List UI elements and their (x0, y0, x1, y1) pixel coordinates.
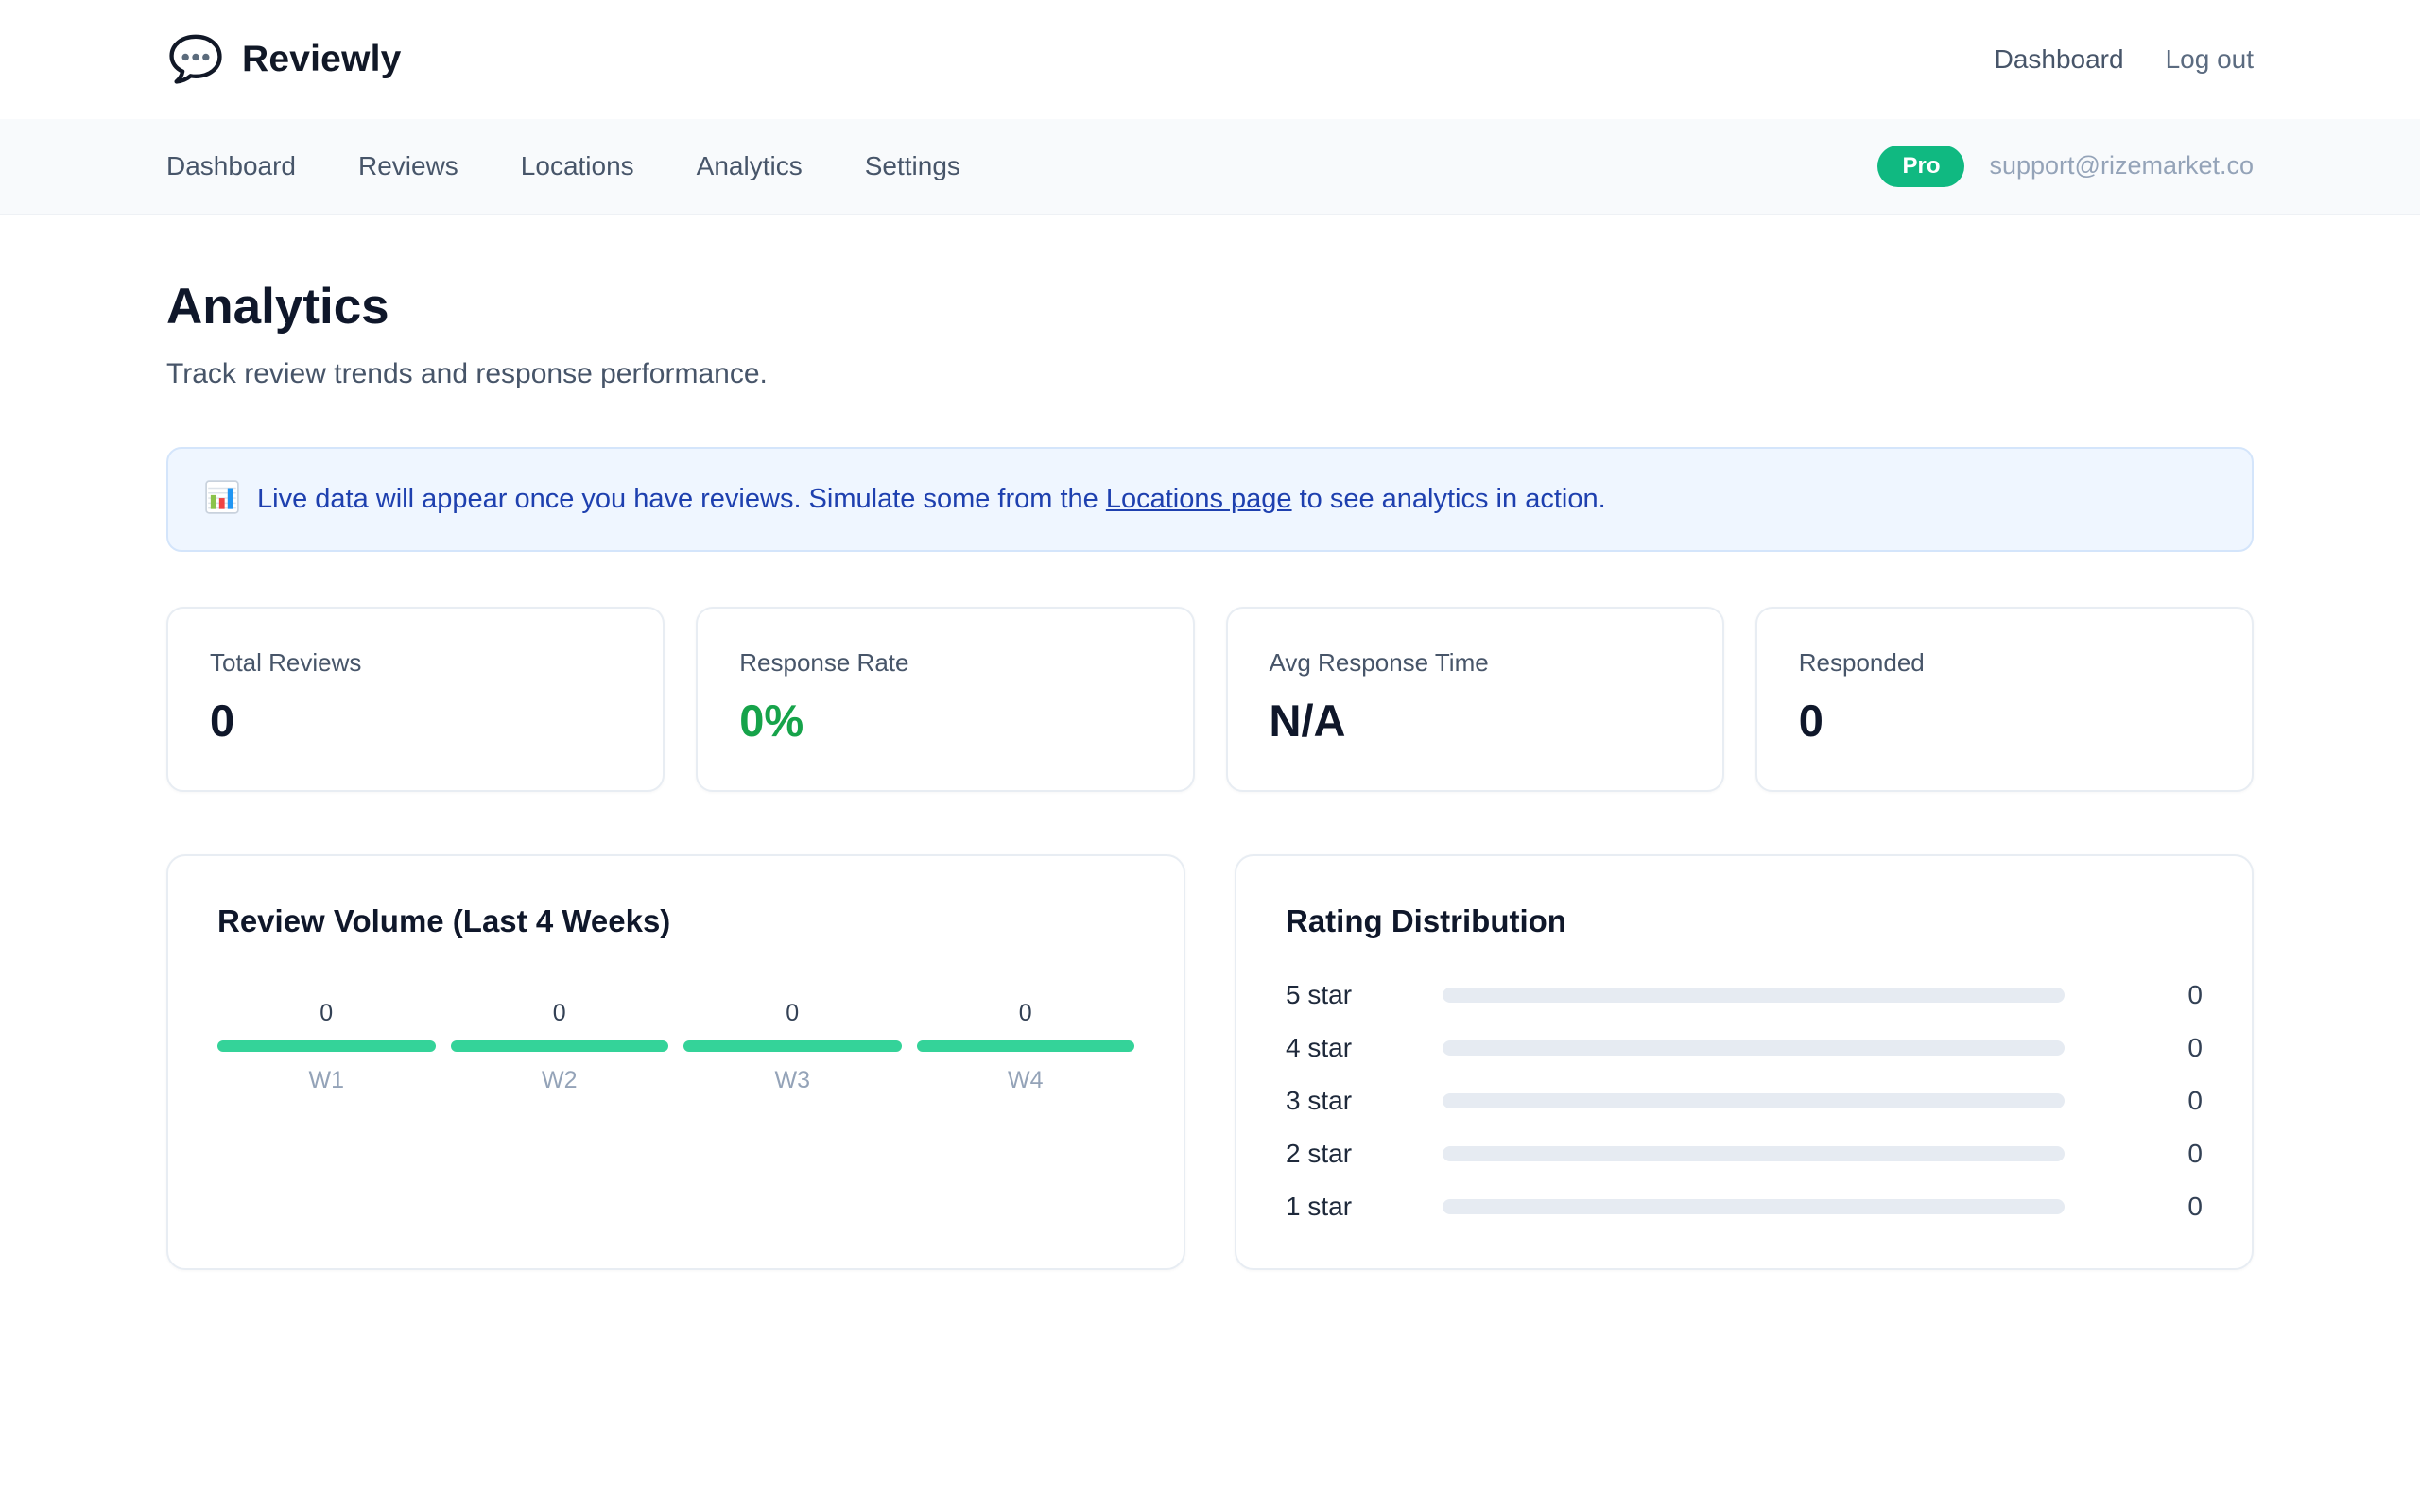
bar (917, 1040, 1135, 1052)
rating-count: 0 (2131, 1086, 2203, 1116)
volume-bar-w2: 0 W2 (451, 1000, 669, 1094)
chart-panels-row: Review Volume (Last 4 Weeks) 0 W1 0 W2 0… (166, 854, 2254, 1270)
speech-bubble-logo-icon (166, 33, 225, 86)
nav-items: Dashboard Reviews Locations Analytics Se… (166, 151, 960, 181)
nav-item-settings[interactable]: Settings (865, 151, 960, 181)
stat-label: Total Reviews (210, 648, 621, 678)
rating-count: 0 (2131, 1139, 2203, 1169)
header-links: Dashboard Log out (1995, 44, 2254, 75)
top-header: Reviewly Dashboard Log out (0, 0, 2420, 119)
nav-account-area: Pro support@rizemarket.co (1877, 146, 2254, 188)
stat-label: Responded (1799, 648, 2210, 678)
rating-rows: 5 star 0 4 star 0 3 star 0 2 star (1286, 981, 2203, 1221)
nav-item-dashboard[interactable]: Dashboard (166, 151, 296, 181)
bar (217, 1040, 436, 1052)
page-subtitle: Track review trends and response perform… (166, 358, 2254, 390)
stat-cards-row: Total Reviews 0 Response Rate 0% Avg Res… (166, 607, 2254, 792)
main-nav: Dashboard Reviews Locations Analytics Se… (0, 119, 2420, 215)
rating-bar-track (1443, 1093, 2065, 1108)
review-volume-chart: 0 W1 0 W2 0 W3 0 W4 (217, 1000, 1134, 1094)
rating-row-3-star: 3 star 0 (1286, 1087, 2203, 1115)
rating-label: 3 star (1286, 1086, 1409, 1116)
rating-row-4-star: 4 star 0 (1286, 1034, 2203, 1062)
rating-row-1-star: 1 star 0 (1286, 1193, 2203, 1221)
locations-page-link[interactable]: Locations page (1106, 484, 1292, 514)
volume-bar-w3: 0 W3 (683, 1000, 902, 1094)
stat-value: 0% (739, 695, 1150, 747)
bar-value: 0 (683, 1000, 902, 1027)
rating-bar-track (1443, 1040, 2065, 1056)
rating-label: 2 star (1286, 1139, 1409, 1169)
rating-distribution-panel: Rating Distribution 5 star 0 4 star 0 3 … (1235, 854, 2254, 1270)
stat-label: Avg Response Time (1270, 648, 1681, 678)
plan-badge: Pro (1877, 146, 1964, 188)
bar-label: W3 (683, 1067, 902, 1094)
bar-value: 0 (917, 1000, 1135, 1027)
nav-item-locations[interactable]: Locations (521, 151, 634, 181)
stat-value: 0 (210, 695, 621, 747)
bar-chart-icon (204, 479, 240, 520)
analytics-page: Analytics Track review trends and respon… (166, 278, 2254, 1270)
stat-card-responded: Responded 0 (1755, 607, 2254, 792)
rating-count: 0 (2131, 1192, 2203, 1222)
rating-bar-track (1443, 988, 2065, 1003)
review-volume-title: Review Volume (Last 4 Weeks) (217, 903, 1134, 939)
page-title: Analytics (166, 278, 2254, 335)
rating-row-2-star: 2 star 0 (1286, 1140, 2203, 1168)
stat-value: N/A (1270, 695, 1681, 747)
rating-label: 4 star (1286, 1033, 1409, 1063)
stat-card-total-reviews: Total Reviews 0 (166, 607, 665, 792)
review-volume-panel: Review Volume (Last 4 Weeks) 0 W1 0 W2 0… (166, 854, 1185, 1270)
rating-label: 5 star (1286, 980, 1409, 1010)
rating-row-5-star: 5 star 0 (1286, 981, 2203, 1009)
banner-text-before: Live data will appear once you have revi… (257, 484, 1106, 514)
bar-label: W1 (217, 1067, 436, 1094)
volume-bar-w4: 0 W4 (917, 1000, 1135, 1094)
rating-count: 0 (2131, 980, 2203, 1010)
brand-logo[interactable]: Reviewly (166, 33, 402, 86)
rating-bar-track (1443, 1146, 2065, 1161)
bar-value: 0 (451, 1000, 669, 1027)
bar (683, 1040, 902, 1052)
rating-distribution-title: Rating Distribution (1286, 903, 2203, 939)
nav-item-analytics[interactable]: Analytics (697, 151, 803, 181)
live-data-banner: Live data will appear once you have revi… (166, 447, 2254, 552)
stat-label: Response Rate (739, 648, 1150, 678)
rating-label: 1 star (1286, 1192, 1409, 1222)
bar-value: 0 (217, 1000, 436, 1027)
banner-text: Live data will appear once you have revi… (257, 481, 1606, 518)
bar-label: W2 (451, 1067, 669, 1094)
stat-card-avg-response-time: Avg Response Time N/A (1226, 607, 1724, 792)
nav-item-reviews[interactable]: Reviews (358, 151, 458, 181)
header-dashboard-link[interactable]: Dashboard (1995, 44, 2124, 75)
stat-card-response-rate: Response Rate 0% (696, 607, 1194, 792)
rating-bar-track (1443, 1199, 2065, 1214)
banner-text-after: to see analytics in action. (1292, 484, 1606, 514)
logout-link[interactable]: Log out (2166, 44, 2254, 75)
bar (451, 1040, 669, 1052)
user-email: support@rizemarket.co (1989, 151, 2254, 180)
stat-value: 0 (1799, 695, 2210, 747)
brand-name: Reviewly (242, 39, 402, 80)
rating-count: 0 (2131, 1033, 2203, 1063)
bar-label: W4 (917, 1067, 1135, 1094)
volume-bar-w1: 0 W1 (217, 1000, 436, 1094)
